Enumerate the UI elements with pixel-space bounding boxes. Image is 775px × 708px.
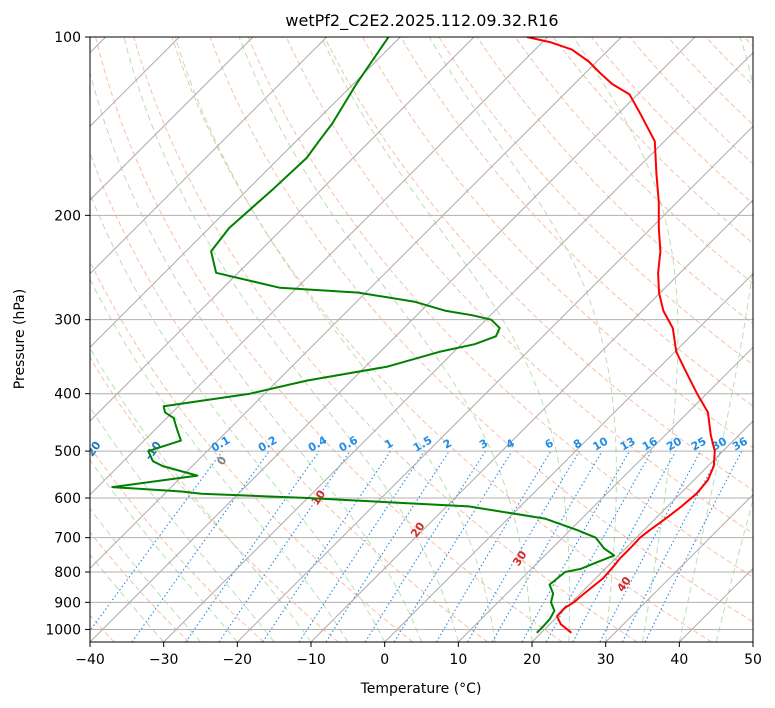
moist-adiabat xyxy=(320,37,571,642)
mixing-ratio-line xyxy=(262,450,392,642)
y-tick-label: 600 xyxy=(54,491,81,507)
moist-adiabat xyxy=(90,406,275,642)
moist-adiabat xyxy=(678,37,753,642)
dry-adiabat xyxy=(90,151,488,642)
isotherm xyxy=(236,125,753,642)
dry-adiabat xyxy=(95,37,563,642)
isotherm xyxy=(90,37,549,496)
isotherm xyxy=(310,199,753,642)
moist-adiabat xyxy=(428,37,617,642)
isotherm xyxy=(457,346,753,642)
isotherm xyxy=(163,51,753,642)
x-tick-label: −40 xyxy=(75,652,105,668)
mixing-ratio-line xyxy=(644,450,743,642)
x-axis-label: Temperature (°C) xyxy=(360,681,482,697)
y-tick-label: 700 xyxy=(54,531,81,547)
x-tick-label: 10 xyxy=(449,652,467,668)
background-lines xyxy=(90,37,753,642)
y-tick-label: 200 xyxy=(54,208,81,224)
mixing-ratio-line xyxy=(545,450,653,642)
x-tick-label: −20 xyxy=(223,652,253,668)
moist-adiabat xyxy=(238,37,533,642)
y-tick-label: 900 xyxy=(54,595,81,611)
plot-frame xyxy=(89,36,754,643)
isotherm xyxy=(90,37,401,349)
moist-adiabat xyxy=(715,497,753,642)
mixing-ratio-line xyxy=(131,450,270,642)
dry-adiabat xyxy=(400,37,753,407)
mixing-ratio-line xyxy=(298,450,425,642)
x-tick-label: −10 xyxy=(296,652,326,668)
dry-adiabat xyxy=(171,37,712,642)
isotherm xyxy=(384,272,753,642)
dewpoint-line xyxy=(111,37,616,634)
dry-adiabat xyxy=(324,37,753,491)
moist-adiabat xyxy=(90,278,349,642)
isotherm xyxy=(90,37,622,570)
mixing-ratio-line xyxy=(521,450,630,642)
moist-adiabat xyxy=(572,37,679,642)
mixing-ratio-line xyxy=(185,450,320,642)
x-tick-label: 40 xyxy=(670,652,688,668)
temperature-line xyxy=(526,37,716,634)
mixing-ratio-line xyxy=(218,450,351,642)
isotherm xyxy=(531,420,753,642)
moist-adiabat xyxy=(174,37,496,642)
y-axis: 100 200 300 400 500 600 700 800 900 1000 xyxy=(45,30,90,638)
mixing-ratio-line xyxy=(572,450,677,642)
mixing-ratio-line xyxy=(325,450,450,642)
mixing-ratio-line xyxy=(90,450,223,632)
dry-adiabat xyxy=(90,531,190,642)
dry-adiabat xyxy=(90,356,339,642)
y-tick-label: 100 xyxy=(54,30,81,46)
y-tick-label: 800 xyxy=(54,565,81,581)
x-tick-label: 0 xyxy=(380,652,389,668)
moist-adiabat xyxy=(90,70,422,642)
moist-adiabat xyxy=(90,192,386,642)
moist-adiabat xyxy=(90,507,201,642)
isotherm xyxy=(90,37,696,642)
isotherm xyxy=(605,493,753,642)
moist-adiabat xyxy=(123,37,459,642)
dry-adiabat xyxy=(362,37,753,449)
mixing-ratio-line xyxy=(393,450,513,642)
dry-adiabat xyxy=(514,37,753,285)
isotherm xyxy=(90,37,475,422)
isotherm xyxy=(90,37,328,275)
y-axis-label: Pressure (hPa) xyxy=(12,289,28,389)
x-axis: −40 −30 −20 −10 0 10 20 30 40 50 xyxy=(75,642,762,668)
dry-adiabat xyxy=(438,37,753,366)
y-tick-label: 300 xyxy=(54,313,81,329)
moist-adiabat xyxy=(90,459,238,642)
chart-title: wetPf2_C2E2.2025.112.09.32.R16 xyxy=(285,11,558,31)
dry-adiabat xyxy=(209,37,753,623)
x-tick-label: 20 xyxy=(523,652,541,668)
y-tick-label: 1000 xyxy=(45,622,81,638)
y-tick-label: 400 xyxy=(54,387,81,403)
profile-lines xyxy=(111,37,716,634)
y-tick-label: 500 xyxy=(54,444,81,460)
x-tick-label: −30 xyxy=(149,652,179,668)
dry-adiabat xyxy=(247,37,753,578)
x-tick-label: 30 xyxy=(597,652,615,668)
moist-adiabat xyxy=(90,553,165,642)
isotherm xyxy=(90,37,254,201)
x-tick-label: 50 xyxy=(744,652,762,668)
